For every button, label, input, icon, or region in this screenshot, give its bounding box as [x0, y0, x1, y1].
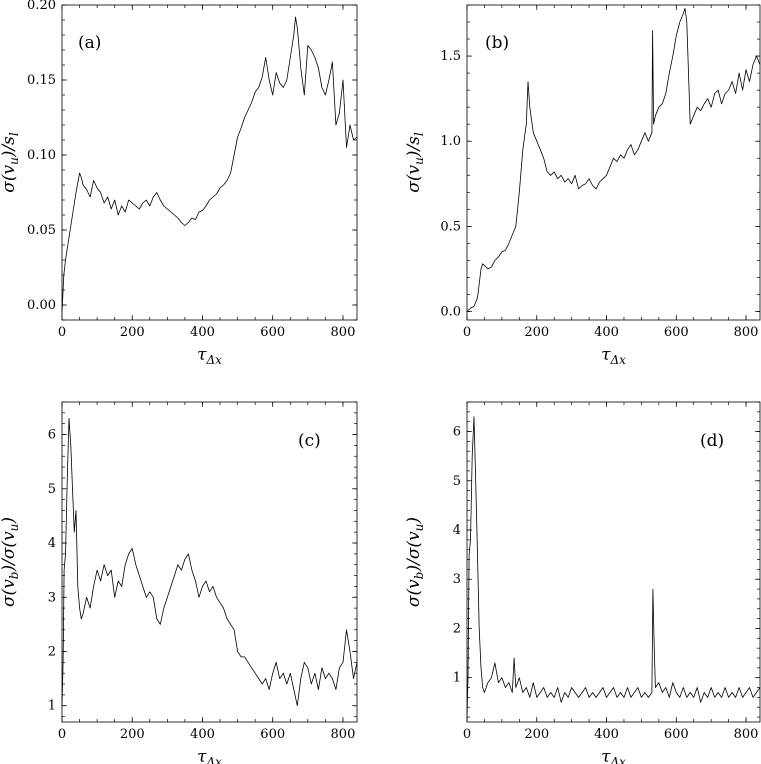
- chart-panel-4: 0 200 400 600 800 1 2 3 4 5 6 (d) τΔx σ(vb)/σ(vu): [404, 401, 761, 764]
- y-tick-label: 2: [453, 621, 461, 636]
- x-axis-label: τΔx: [601, 345, 626, 367]
- y-axis-label: σ(vu)/sl: [0, 132, 21, 193]
- series-line: [466, 7, 761, 312]
- chart-panel-2: 0 200 400 600 800 0.0 0.5 1.0 1.5 (b) τΔx σ(vu)/sl: [404, 4, 761, 367]
- x-tick-label: 800: [331, 727, 356, 742]
- y-tick-label: 0.5: [440, 219, 461, 234]
- x-tick-label: 0: [463, 727, 471, 742]
- x-tick-label: 600: [260, 325, 285, 340]
- series-line: [466, 416, 761, 718]
- y-tick-label: 2: [48, 644, 56, 659]
- x-axis-label: τΔx: [197, 747, 222, 764]
- y-tick-label: 4: [453, 523, 461, 538]
- chart-panel-3: 0 200 400 600 800 1 2 3 4 5 6 (c) τΔx σ(vb)/σ(vu): [0, 401, 358, 764]
- panel-label: (d): [700, 431, 724, 451]
- y-tick-label: 1.5: [440, 49, 461, 64]
- x-tick-label: 600: [664, 727, 689, 742]
- y-tick-label: 1: [453, 671, 461, 686]
- plot-frame: [61, 4, 358, 321]
- y-tick-label: 0.20: [27, 0, 56, 13]
- x-tick-label: 800: [331, 325, 356, 340]
- y-tick-label: 5: [48, 482, 56, 497]
- x-tick-label: 200: [120, 727, 145, 742]
- x-tick-label: 200: [524, 325, 549, 340]
- series-line: [61, 16, 358, 313]
- y-tick-label: 0.00: [27, 298, 56, 313]
- chart-panel-1: 0 200 400 600 800 0.00 0.05 0.10 0.15 0.20 (a) τΔx σ…: [0, 0, 358, 367]
- x-tick-label: 400: [594, 325, 619, 340]
- x-tick-label: 800: [734, 727, 759, 742]
- y-tick-label: 6: [453, 425, 461, 440]
- series-line: [61, 417, 358, 707]
- x-tick-label: 400: [190, 325, 215, 340]
- y-tick-label: 0.05: [27, 223, 56, 238]
- y-tick-label: 3: [48, 590, 56, 605]
- y-tick-label: 4: [48, 536, 56, 551]
- panel-label: (b): [485, 33, 509, 53]
- x-tick-label: 0: [58, 727, 66, 742]
- y-tick-label: 6: [48, 428, 56, 443]
- plot-frame: [466, 401, 761, 723]
- panel-label: (c): [298, 431, 321, 451]
- plot-frame: [61, 401, 358, 723]
- y-tick-label: 1: [48, 699, 56, 714]
- y-tick-label: 0.15: [27, 73, 56, 88]
- y-tick-label: 3: [453, 572, 461, 587]
- x-tick-label: 800: [734, 325, 759, 340]
- x-tick-label: 0: [463, 325, 471, 340]
- x-axis-label: τΔx: [197, 345, 222, 367]
- x-tick-label: 0: [58, 325, 66, 340]
- panel-label: (a): [78, 33, 101, 53]
- x-tick-label: 400: [594, 727, 619, 742]
- x-axis-label: τΔx: [601, 747, 626, 764]
- y-axis-label: σ(vb)/σ(vu): [0, 517, 21, 607]
- y-tick-label: 0.0: [440, 304, 461, 319]
- x-tick-label: 600: [260, 727, 285, 742]
- x-tick-label: 200: [524, 727, 549, 742]
- y-tick-label: 0.10: [27, 148, 56, 163]
- y-tick-label: 5: [453, 474, 461, 489]
- x-tick-label: 200: [120, 325, 145, 340]
- x-tick-label: 600: [664, 325, 689, 340]
- x-tick-label: 400: [190, 727, 215, 742]
- y-tick-label: 1.0: [440, 134, 461, 149]
- y-axis-label: σ(vu)/sl: [404, 132, 426, 193]
- y-axis-label: σ(vb)/σ(vu): [404, 517, 426, 607]
- plot-frame: [466, 4, 761, 321]
